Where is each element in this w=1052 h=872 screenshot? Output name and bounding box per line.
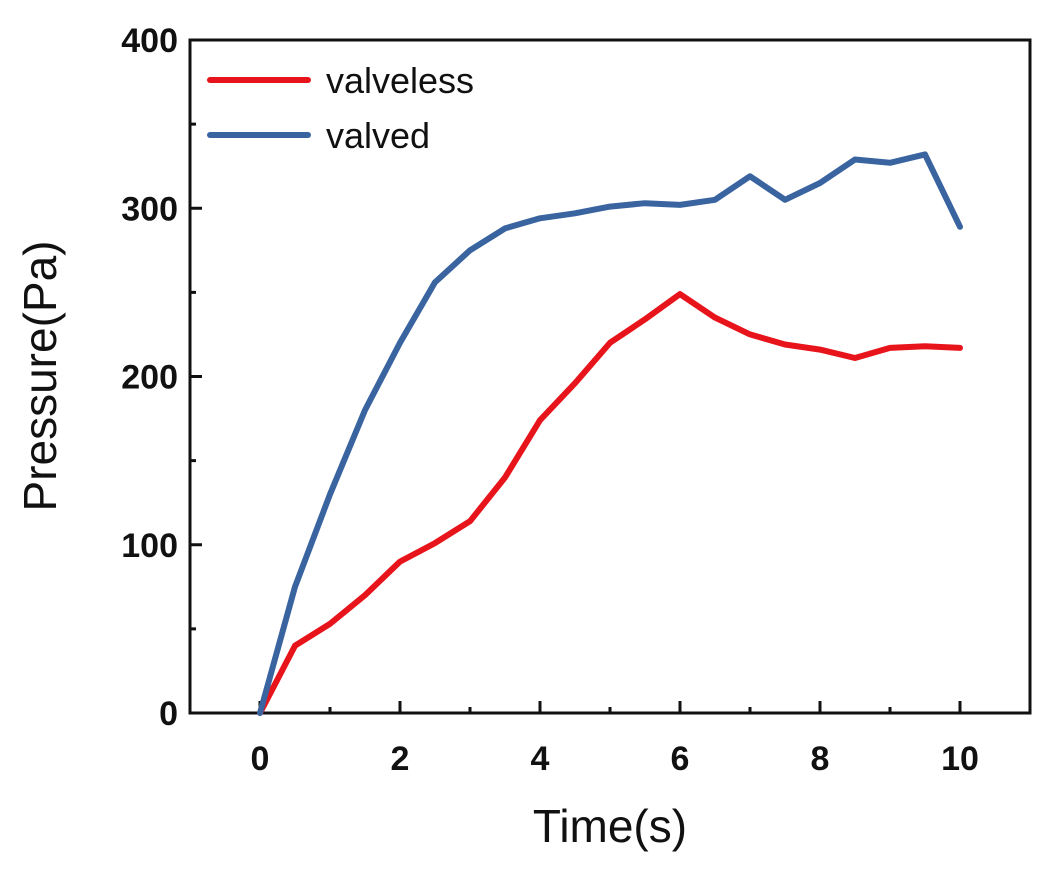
legend: valveless valved (207, 60, 474, 156)
y-tick-label: 200 (121, 359, 178, 397)
x-tick-label: 4 (531, 740, 550, 778)
series-group (257, 151, 963, 716)
x-tick-label: 2 (391, 740, 410, 778)
x-axis-title: Time(s) (533, 800, 687, 852)
plot-frame (188, 38, 1032, 715)
series-line-valveless (257, 291, 963, 716)
y-tick-label: 100 (121, 527, 178, 565)
x-tick-label: 6 (671, 740, 690, 778)
x-tick-label: 10 (941, 740, 979, 778)
legend-label-valveless: valveless (326, 60, 474, 101)
y-tick-label: 300 (121, 190, 178, 228)
legend-label-valved: valved (326, 115, 430, 156)
series-line-valved (257, 151, 963, 716)
x-tick-label: 8 (811, 740, 830, 778)
y-axis-title: Pressure(Pa) (14, 241, 66, 512)
y-tick-label: 400 (121, 22, 178, 60)
y-tick-label: 0 (159, 695, 178, 733)
x-tick-label: 0 (251, 740, 270, 778)
